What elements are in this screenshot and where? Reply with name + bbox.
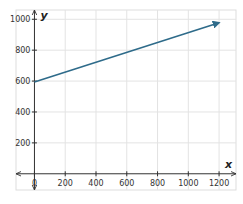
x-tick xyxy=(157,171,158,176)
grid-line-x xyxy=(157,10,158,190)
y-axis xyxy=(34,10,35,190)
x-tick-label: 1200 xyxy=(209,179,229,188)
grid-line-x xyxy=(65,10,66,190)
chart-svg: 0 200 400 600 800 1000 1200 200 400 600 800 1000 x y xyxy=(0,0,243,204)
y-tick-label: 1000 xyxy=(10,15,30,24)
grid-line-x xyxy=(126,10,127,190)
grid-line-x xyxy=(219,10,220,190)
grid-line-y xyxy=(16,19,236,20)
x-tick-label: 1000 xyxy=(178,179,198,188)
x-tick-label: 200 xyxy=(58,179,73,188)
grid-line-x xyxy=(34,10,35,190)
y-tick-label: 600 xyxy=(15,77,30,86)
y-axis-label: y xyxy=(40,9,48,22)
x-tick xyxy=(126,171,127,176)
x-tick-label: 0 xyxy=(32,179,37,188)
x-tick xyxy=(65,171,66,176)
x-axis xyxy=(16,173,236,174)
grid-line-x xyxy=(96,10,97,190)
plot-frame xyxy=(16,10,236,190)
data-layer xyxy=(34,23,219,82)
y-tick xyxy=(32,19,37,20)
x-tick-label: 600 xyxy=(119,179,134,188)
y-tick xyxy=(32,142,37,143)
x-tick-label: 800 xyxy=(150,179,165,188)
y-tick xyxy=(32,50,37,51)
grid-line-y xyxy=(16,111,236,112)
data-line xyxy=(34,23,219,82)
grid xyxy=(16,10,236,190)
x-tick xyxy=(219,171,220,176)
grid-line-y xyxy=(16,81,236,82)
grid-line-y xyxy=(16,50,236,51)
x-axis-label: x xyxy=(224,158,233,171)
y-tick-label: 400 xyxy=(15,108,30,117)
grid-line-x xyxy=(188,10,189,190)
grid-line-y xyxy=(16,142,236,143)
y-tick-label: 800 xyxy=(15,46,30,55)
y-tick xyxy=(32,111,37,112)
x-tick xyxy=(96,171,97,176)
x-tick xyxy=(34,171,35,176)
chart-container: 0 200 400 600 800 1000 1200 200 400 600 800 1000 x y xyxy=(0,0,243,204)
y-tick-label: 200 xyxy=(15,139,30,148)
x-tick xyxy=(188,171,189,176)
x-tick-label: 400 xyxy=(88,179,103,188)
